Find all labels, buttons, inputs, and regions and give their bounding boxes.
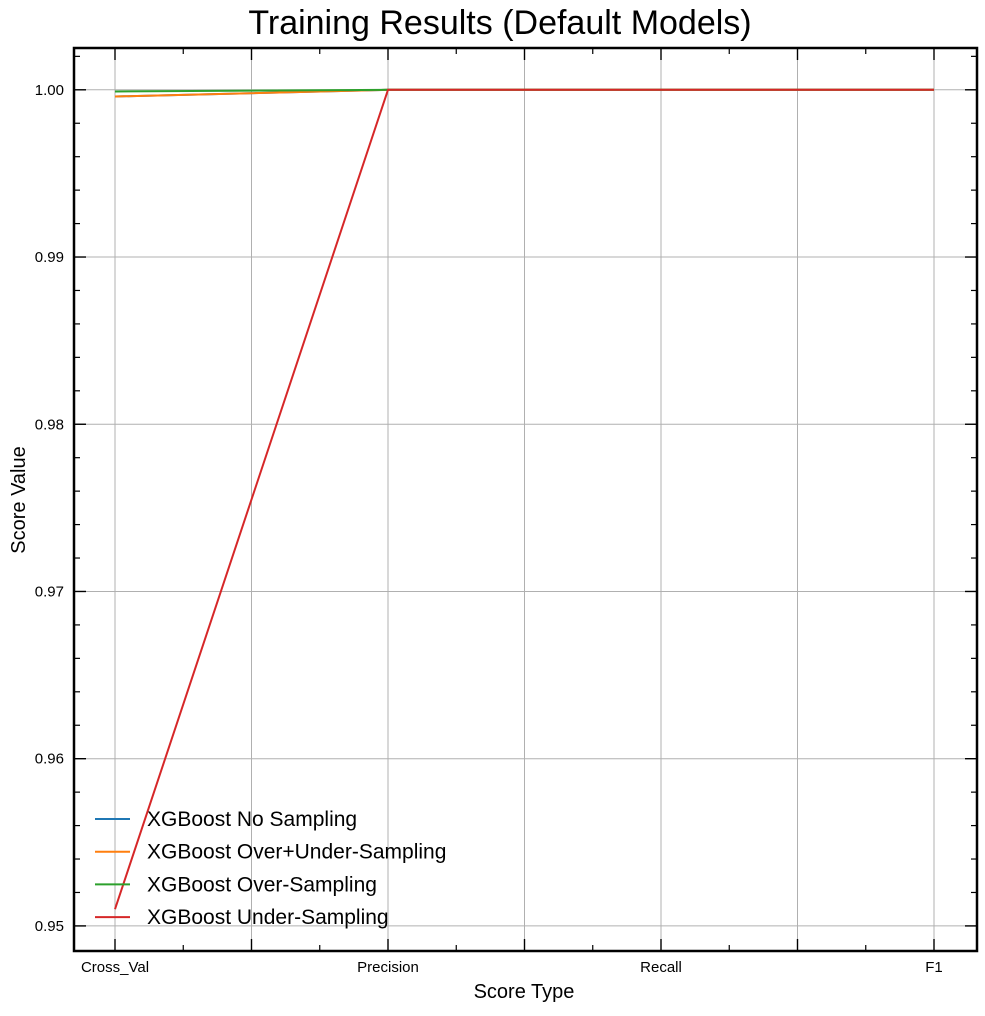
x-tick-label: Precision <box>357 959 419 976</box>
legend-label: XGBoost Under-Sampling <box>147 906 389 929</box>
y-tick-label: 0.98 <box>35 416 64 433</box>
legend-label: XGBoost No Sampling <box>147 808 357 831</box>
series-line <box>114 88 934 910</box>
legend-label: XGBoost Over+Under-Sampling <box>147 841 446 864</box>
x-tick-label: Cross_Val <box>81 959 149 976</box>
y-tick-label: 0.97 <box>35 583 64 600</box>
y-tick-label: 1.00 <box>35 82 64 99</box>
axis-ticks: 0.95 0.96 0.97 0.98 0.99 1.00 Cross_Val Precisi… <box>35 48 977 976</box>
y-tick-label: 0.96 <box>35 751 64 768</box>
x-axis-label: Score Type <box>474 981 575 1003</box>
x-tick-label: F1 <box>925 959 943 976</box>
plot-frame <box>72 46 979 953</box>
y-tick-label: 0.95 <box>35 918 64 935</box>
chart-title: Training Results (Default Models) <box>248 4 751 42</box>
y-axis-label: Score Value <box>8 446 30 553</box>
y-tick-label: 0.99 <box>35 249 64 266</box>
series-group <box>114 88 934 910</box>
x-tick-label: Recall <box>640 959 682 976</box>
legend: XGBoost No Sampling XGBoost Over+Under-Sa… <box>95 808 446 929</box>
legend-label: XGBoost Over-Sampling <box>147 873 377 896</box>
